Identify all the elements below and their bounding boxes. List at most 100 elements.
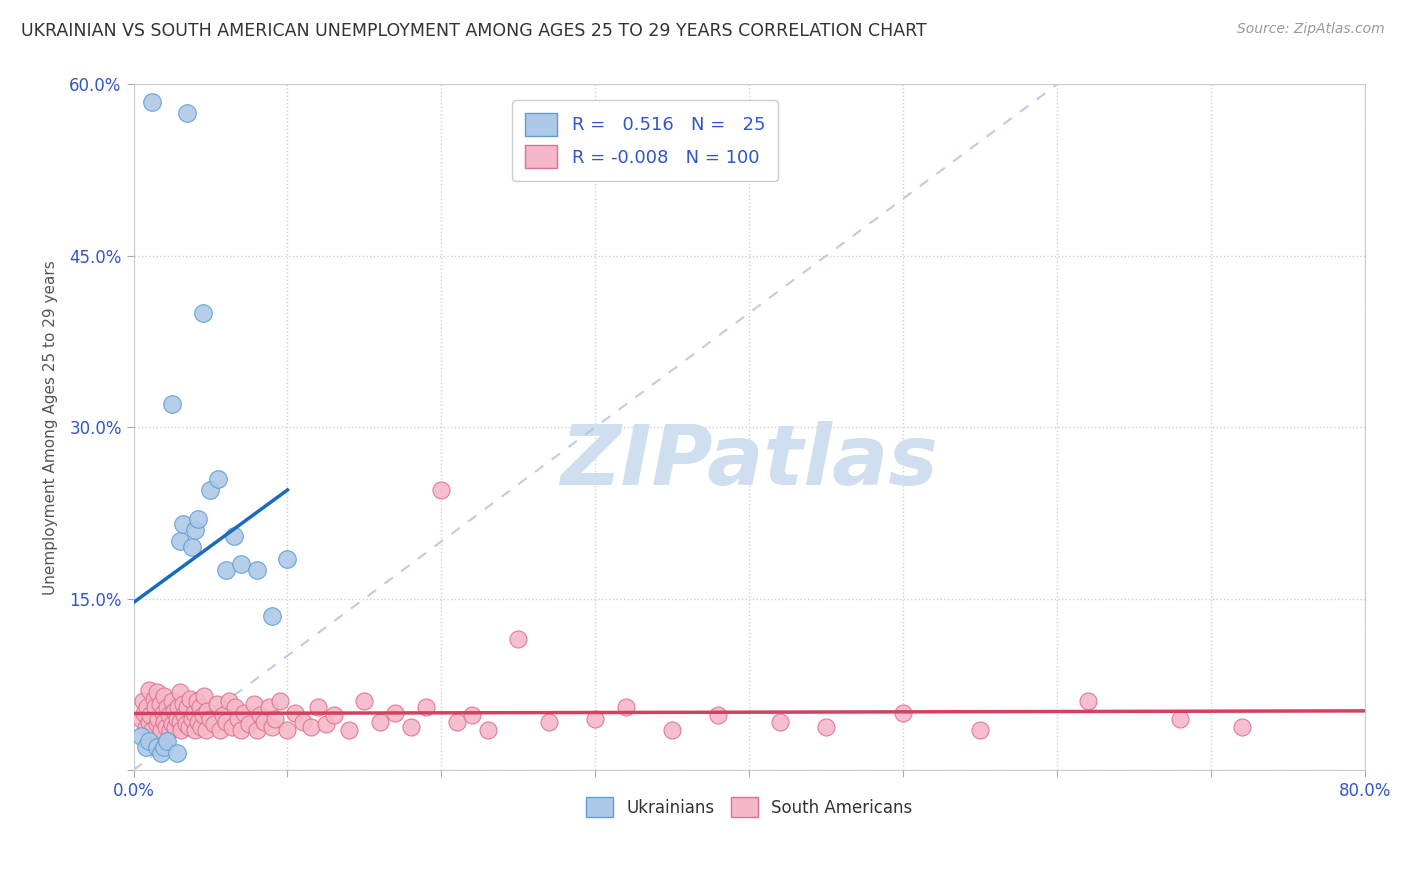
Point	[169, 714, 191, 729]
Text: UKRAINIAN VS SOUTH AMERICAN UNEMPLOYMENT AMONG AGES 25 TO 29 YEARS CORRELATION C: UKRAINIAN VS SOUTH AMERICAN UNEMPLOYMENT…	[21, 22, 927, 40]
Point	[155, 720, 177, 734]
Point	[179, 692, 201, 706]
Point	[139, 708, 162, 723]
Point	[177, 720, 200, 734]
Point	[461, 708, 484, 723]
Point	[221, 720, 243, 734]
Point	[183, 706, 205, 720]
Point	[353, 694, 375, 708]
Point	[415, 700, 437, 714]
Point	[1230, 720, 1253, 734]
Point	[246, 723, 269, 737]
Point	[153, 714, 176, 729]
Point	[143, 700, 166, 714]
Point	[150, 746, 173, 760]
Point	[238, 717, 260, 731]
Point	[181, 540, 204, 554]
Point	[134, 706, 156, 720]
Point	[184, 723, 207, 737]
Point	[176, 700, 198, 714]
Point	[253, 714, 276, 729]
Point	[197, 704, 219, 718]
Point	[169, 534, 191, 549]
Point	[249, 708, 271, 723]
Point	[430, 483, 453, 497]
Point	[187, 511, 209, 525]
Point	[200, 712, 222, 726]
Point	[156, 700, 179, 714]
Point	[269, 694, 291, 708]
Point	[446, 714, 468, 729]
Point	[160, 397, 183, 411]
Point	[141, 95, 163, 109]
Point	[233, 706, 256, 720]
Point	[368, 714, 391, 729]
Point	[399, 720, 422, 734]
Point	[188, 700, 211, 714]
Point	[246, 563, 269, 577]
Point	[153, 689, 176, 703]
Point	[173, 708, 195, 723]
Point	[477, 723, 499, 737]
Point	[167, 700, 190, 714]
Point	[138, 683, 160, 698]
Point	[614, 700, 637, 714]
Point	[138, 714, 160, 729]
Point	[162, 704, 184, 718]
Point	[242, 697, 264, 711]
Point	[202, 717, 225, 731]
Point	[142, 692, 165, 706]
Point	[141, 723, 163, 737]
Point	[299, 720, 322, 734]
Point	[187, 714, 209, 729]
Point	[191, 708, 214, 723]
Point	[284, 706, 307, 720]
Legend: Ukrainians, South Americans: Ukrainians, South Americans	[579, 791, 920, 823]
Point	[150, 723, 173, 737]
Point	[215, 563, 238, 577]
Point	[384, 706, 406, 720]
Point	[661, 723, 683, 737]
Point	[337, 723, 360, 737]
Point	[231, 558, 253, 572]
Point	[174, 717, 197, 731]
Point	[190, 720, 212, 734]
Point	[181, 712, 204, 726]
Point	[166, 712, 188, 726]
Point	[193, 689, 215, 703]
Point	[257, 700, 280, 714]
Point	[135, 740, 157, 755]
Point	[260, 608, 283, 623]
Point	[707, 708, 730, 723]
Point	[186, 694, 208, 708]
Point	[969, 723, 991, 737]
Point	[276, 551, 298, 566]
Point	[891, 706, 914, 720]
Point	[132, 694, 155, 708]
Point	[170, 723, 193, 737]
Text: Source: ZipAtlas.com: Source: ZipAtlas.com	[1237, 22, 1385, 37]
Point	[166, 746, 188, 760]
Point	[508, 632, 530, 646]
Point	[276, 723, 298, 737]
Point	[1077, 694, 1099, 708]
Y-axis label: Unemployment Among Ages 25 to 29 years: Unemployment Among Ages 25 to 29 years	[44, 260, 58, 595]
Point	[160, 717, 183, 731]
Point	[224, 700, 246, 714]
Point	[226, 712, 249, 726]
Point	[160, 694, 183, 708]
Text: ZIPatlas: ZIPatlas	[560, 421, 938, 502]
Point	[315, 717, 337, 731]
Point	[583, 712, 606, 726]
Point	[1168, 712, 1191, 726]
Point	[211, 708, 233, 723]
Point	[159, 723, 181, 737]
Point	[136, 700, 159, 714]
Point	[172, 517, 194, 532]
Point	[191, 306, 214, 320]
Point	[291, 714, 314, 729]
Point	[172, 697, 194, 711]
Point	[200, 483, 222, 497]
Point	[176, 106, 198, 120]
Point	[205, 697, 228, 711]
